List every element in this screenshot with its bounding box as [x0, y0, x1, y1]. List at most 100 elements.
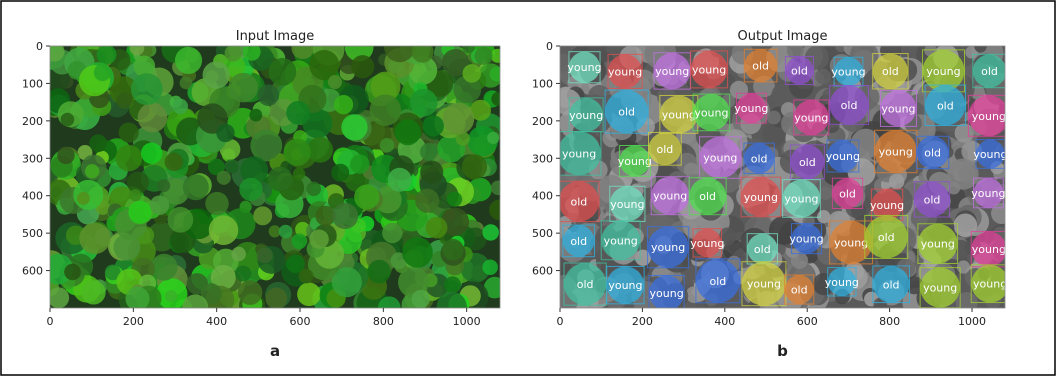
tree-crown	[257, 247, 273, 263]
tree-crown	[226, 161, 238, 173]
detection-label: young	[692, 63, 726, 76]
detection-label: young	[789, 233, 823, 246]
tree-crown	[286, 101, 310, 125]
panel-label: a	[270, 342, 280, 360]
detection-label: old	[570, 235, 587, 248]
tree-crown	[334, 95, 353, 114]
tree-crown	[299, 269, 314, 284]
tree-crown	[482, 224, 498, 240]
x-tick-label: 400	[206, 315, 227, 328]
figure: 020040060080010000100200300400500600Inpu…	[0, 0, 1056, 376]
detection-label: young	[604, 234, 638, 247]
tree-crown	[119, 122, 139, 142]
detection-label: young	[662, 108, 696, 121]
tree-crown	[815, 69, 831, 85]
tree-crown	[157, 179, 170, 192]
tree-crown	[370, 94, 401, 125]
tree-crown	[889, 174, 905, 190]
tree-crown	[173, 99, 188, 114]
detection-label: old	[924, 193, 941, 206]
tree-crown	[203, 61, 230, 88]
tree-crown	[125, 287, 149, 311]
detection-label: old	[752, 60, 769, 73]
detection-label: young	[971, 187, 1005, 200]
tree-crown	[307, 137, 333, 163]
detection-label: young	[794, 111, 828, 124]
tree-crown	[180, 76, 193, 89]
tree-crown	[79, 223, 110, 254]
tree-crown	[269, 58, 297, 86]
tree-crown	[131, 73, 163, 105]
tree-crown	[225, 45, 242, 62]
tree-crown	[205, 192, 228, 215]
x-tick-label: 600	[290, 315, 311, 328]
detection-label: young	[694, 106, 728, 119]
detection-label: young	[569, 109, 603, 122]
detection-label: old	[841, 99, 858, 112]
tree-crown	[81, 280, 105, 304]
tree-crown	[462, 154, 487, 179]
tree-crown	[367, 260, 391, 284]
x-tick-label: 200	[123, 315, 144, 328]
detection-label: young	[923, 282, 957, 295]
tree-crown	[463, 64, 482, 83]
y-tick-label: 600	[532, 265, 553, 278]
tree-crown	[957, 260, 970, 273]
detection-label: young	[610, 198, 644, 211]
detection-label: young	[972, 110, 1006, 123]
tree-crown	[258, 84, 280, 106]
detection-label: old	[981, 65, 998, 78]
image-panel: youngyoungyoungyoungoldoldyoungoldyoungo…	[547, 34, 1018, 321]
tree-crown	[228, 73, 258, 103]
detection-label: young	[650, 287, 684, 300]
detection-label: young	[655, 65, 689, 78]
detection-label: young	[831, 66, 865, 79]
tree-crown	[331, 164, 349, 182]
tree-crown	[292, 233, 308, 249]
tree-crown	[388, 168, 412, 192]
detection-label: young	[651, 241, 685, 254]
tree-crown	[77, 192, 90, 205]
detection-label: young	[826, 150, 860, 163]
tree-crown	[253, 206, 272, 225]
tree-crown	[442, 239, 464, 261]
tree-crown	[443, 103, 475, 135]
detection-label: young	[973, 148, 1007, 161]
detection-label: old	[924, 146, 941, 159]
y-tick-label: 200	[532, 115, 553, 128]
x-tick-label: 400	[714, 315, 735, 328]
tree-crown	[128, 201, 151, 224]
x-tick-label: 800	[879, 315, 900, 328]
detection-label: young	[973, 278, 1007, 291]
tree-crown	[415, 189, 439, 213]
tree-crown	[354, 184, 379, 209]
detection-label: old	[791, 65, 808, 78]
detection-label: young	[825, 276, 859, 289]
tree-crown	[395, 119, 421, 145]
tree-crown	[165, 153, 183, 171]
tree-crown	[249, 109, 262, 122]
tree-crown	[412, 290, 430, 308]
tree-crown	[309, 229, 328, 248]
tree-crown	[116, 92, 132, 108]
tree-crown	[279, 225, 293, 239]
tree-crown	[167, 207, 193, 233]
tree-crown	[332, 203, 358, 229]
detection-label: young	[784, 192, 818, 205]
y-tick-label: 200	[22, 115, 43, 128]
x-tick-label: 0	[47, 315, 54, 328]
detection-label: young	[834, 236, 868, 249]
tree-crown	[217, 171, 231, 185]
y-tick-label: 100	[532, 77, 553, 90]
detection-label: young	[870, 199, 904, 212]
y-tick-label: 500	[532, 227, 553, 240]
detection-label: young	[562, 147, 596, 160]
y-tick-label: 400	[532, 190, 553, 203]
x-tick-label: 200	[632, 315, 653, 328]
tree-crown	[85, 164, 99, 178]
detection-label: old	[710, 275, 727, 288]
detection-label: young	[653, 190, 687, 203]
detection-label: old	[577, 278, 594, 291]
tree-crown	[97, 45, 117, 65]
tree-crown	[129, 189, 141, 201]
